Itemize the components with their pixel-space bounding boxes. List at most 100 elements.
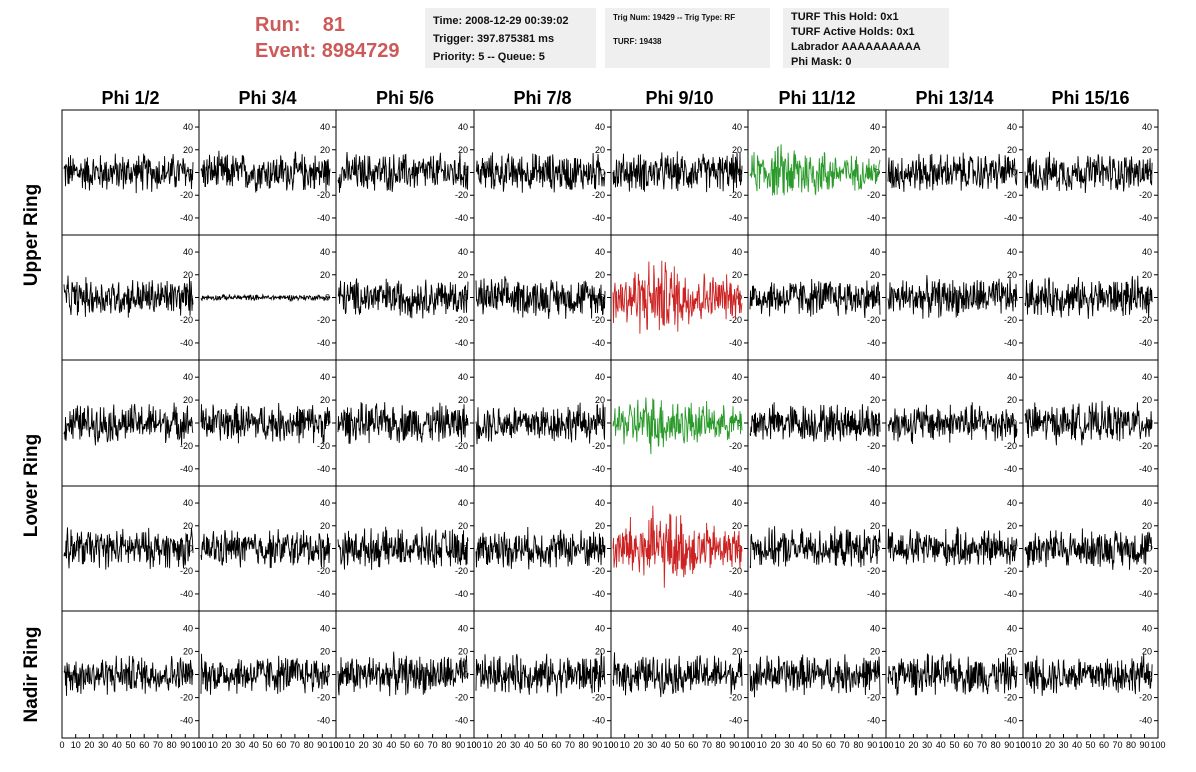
trig-text: Trig Num: 19429 -- Trig Type: RF xyxy=(613,13,736,22)
y-tick-label: 40 xyxy=(320,498,330,508)
waveform-trace xyxy=(612,151,743,193)
y-tick-label: 0 xyxy=(737,670,742,680)
y-tick-label: 20 xyxy=(732,145,742,155)
x-tick-label: 70 xyxy=(565,740,575,750)
y-tick-label: 40 xyxy=(458,498,468,508)
waveform-trace xyxy=(749,526,881,569)
waveform-trace xyxy=(887,152,1018,192)
x-tick-label: 30 xyxy=(1058,740,1068,750)
x-tick-label: 30 xyxy=(510,740,520,750)
y-tick-label: 0 xyxy=(875,544,880,554)
y-tick-label: 40 xyxy=(1142,122,1152,132)
y-tick-label: 40 xyxy=(183,623,193,633)
x-tick-label: 60 xyxy=(414,740,424,750)
y-tick-label: 0 xyxy=(1147,168,1152,178)
y-tick-label: 40 xyxy=(1007,247,1017,257)
x-tick-label: 10 xyxy=(1031,740,1041,750)
x-tick-label: 90 xyxy=(317,740,327,750)
x-tick-label: 0 xyxy=(333,740,338,750)
y-tick-label: -20 xyxy=(592,190,605,200)
x-tick-label: 0 xyxy=(196,740,201,750)
x-tick-label: 20 xyxy=(771,740,781,750)
waveform-trace xyxy=(200,653,331,695)
x-tick-label: 70 xyxy=(428,740,438,750)
y-tick-label: -20 xyxy=(455,441,468,451)
x-tick-label: 10 xyxy=(71,740,81,750)
waveform-trace xyxy=(612,397,743,455)
x-tick-label: 30 xyxy=(784,740,794,750)
waveform-trace xyxy=(612,260,743,334)
waveform-trace xyxy=(475,402,606,445)
y-tick-label: 40 xyxy=(732,122,742,132)
y-tick-label: 0 xyxy=(1147,544,1152,554)
y-tick-label: -20 xyxy=(867,566,880,576)
y-tick-label: 40 xyxy=(870,498,880,508)
y-tick-label: 40 xyxy=(183,372,193,382)
y-tick-label: 20 xyxy=(458,521,468,531)
y-tick-label: 40 xyxy=(1007,623,1017,633)
y-tick-label: 40 xyxy=(1007,372,1017,382)
x-tick-label: 20 xyxy=(84,740,94,750)
x-tick-label: 60 xyxy=(688,740,698,750)
y-tick-label: 40 xyxy=(320,372,330,382)
y-tick-label: -20 xyxy=(180,693,193,703)
x-tick-label: 50 xyxy=(537,740,547,750)
y-tick-label: 40 xyxy=(1142,247,1152,257)
y-tick-label: -40 xyxy=(317,213,330,223)
x-tick-label: 50 xyxy=(674,740,684,750)
waveform-trace xyxy=(475,652,606,697)
waveform-trace xyxy=(749,654,881,698)
priority-text: Priority: 5 -- Queue: 5 xyxy=(433,51,545,63)
y-tick-label: 20 xyxy=(320,521,330,531)
y-tick-label: 40 xyxy=(1007,498,1017,508)
waveform-trace xyxy=(200,150,331,193)
y-tick-label: 40 xyxy=(458,122,468,132)
waveform-trace xyxy=(887,275,1018,319)
y-tick-label: -20 xyxy=(317,315,330,325)
waveform-trace xyxy=(1024,151,1153,194)
labrador-text: Labrador AAAAAAAAAA xyxy=(791,41,921,53)
y-tick-label: -20 xyxy=(317,693,330,703)
x-tick-label: 30 xyxy=(98,740,108,750)
x-tick-label: 0 xyxy=(1020,740,1025,750)
y-tick-label: 40 xyxy=(595,623,605,633)
y-tick-label: 20 xyxy=(1007,521,1017,531)
y-tick-label: 20 xyxy=(1142,521,1152,531)
x-tick-label: 10 xyxy=(895,740,905,750)
waveform-trace xyxy=(475,276,606,319)
waveform-trace xyxy=(337,402,469,444)
run-event-block: Run: 81 Event: 8984729 xyxy=(255,12,400,64)
y-tick-label: -20 xyxy=(592,315,605,325)
run-label: Run: xyxy=(255,14,301,36)
waveform-trace xyxy=(475,152,606,193)
y-tick-label: -40 xyxy=(867,464,880,474)
y-tick-label: 40 xyxy=(458,372,468,382)
y-tick-label: -40 xyxy=(455,213,468,223)
y-tick-label: 20 xyxy=(183,395,193,405)
y-tick-label: -40 xyxy=(1139,589,1152,599)
trigger-text: Trigger: 397.875381 ms xyxy=(433,33,555,45)
y-tick-label: -20 xyxy=(1004,441,1017,451)
y-tick-label: -20 xyxy=(1004,566,1017,576)
y-tick-label: -40 xyxy=(729,589,742,599)
y-tick-label: -20 xyxy=(455,693,468,703)
row-header-3: Nadir Ring xyxy=(21,626,42,722)
y-tick-label: -40 xyxy=(317,589,330,599)
y-tick-label: 40 xyxy=(458,247,468,257)
x-tick-label: 90 xyxy=(729,740,739,750)
y-tick-label: 20 xyxy=(595,521,605,531)
event-row: Event: 8984729 xyxy=(255,38,400,64)
y-tick-label: 40 xyxy=(1142,372,1152,382)
x-tick-label: 50 xyxy=(125,740,135,750)
y-tick-label: -20 xyxy=(180,566,193,576)
turf-text: TURF: 19438 xyxy=(613,37,662,46)
y-tick-label: -40 xyxy=(729,338,742,348)
y-tick-label: -40 xyxy=(1004,338,1017,348)
y-tick-label: 20 xyxy=(183,646,193,656)
y-tick-label: 20 xyxy=(183,270,193,280)
y-tick-label: 20 xyxy=(732,646,742,656)
y-tick-label: 40 xyxy=(458,623,468,633)
y-tick-label: -40 xyxy=(592,338,605,348)
time-text: Time: 2008-12-29 00:39:02 xyxy=(433,15,569,27)
y-tick-label: -20 xyxy=(592,441,605,451)
